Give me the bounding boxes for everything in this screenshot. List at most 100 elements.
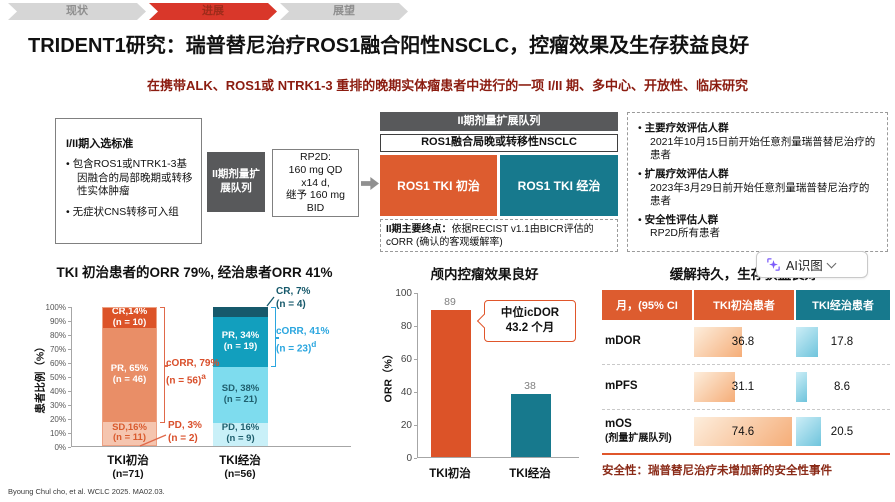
- y-tick-label: 20%: [49, 415, 66, 424]
- flow-population: ROS1融合局晚或转移性NSCLC: [380, 134, 618, 152]
- criteria-bullet: • 包含ROS1或NTRK1-3基因融合的局部晚期或转移性实体肿瘤: [66, 158, 193, 198]
- nav-step-jinzhan[interactable]: 进展: [149, 3, 277, 20]
- row-label: mPFS: [605, 380, 638, 393]
- bar-segment-sd: SD, 38% (n = 21): [213, 367, 268, 423]
- y-tick-mark: [414, 326, 417, 327]
- y-tick-mark: [68, 433, 71, 434]
- arm-tki-pretreated: ROS1 TKI 经治: [500, 155, 618, 216]
- criteria-title: I/II期入选标准: [66, 138, 134, 150]
- table-row: mOS (剂量扩展队列) 74.6 20.5: [602, 410, 890, 455]
- nav-step-zhanwang[interactable]: 展望: [280, 3, 408, 20]
- y-tick-label: 50%: [49, 373, 66, 382]
- intracranial-chart-title: 颅内控瘤效果良好: [430, 267, 539, 282]
- population-item: • 扩展疗效评估人群 2023年3月29日前开始任意剂量瑞普替尼治疗的患者: [638, 167, 870, 208]
- x-label-pretreated: TKI经治: [509, 468, 551, 480]
- y-tick-label: 40%: [49, 387, 66, 396]
- value-pretreated: 8.6: [834, 381, 850, 393]
- orr-stacked-chart: 患者比例（%） SD,16% (n = 11) PR, 65% (n = 46) CR,…: [20, 280, 370, 495]
- y-tick-label: 100: [395, 288, 412, 299]
- y-tick-label: 40: [400, 387, 412, 398]
- y-tick-mark: [68, 307, 71, 308]
- bar-segment-pd: PD, 16% (n = 9): [213, 422, 268, 446]
- value-bar-pretreated: [796, 417, 822, 446]
- y-tick-mark: [68, 335, 71, 336]
- cr-label-pretreated: CR, 7% (n = 4): [276, 286, 311, 310]
- value-pretreated: 17.8: [830, 336, 854, 348]
- header-tki-pretreated: TKI经治患者: [796, 290, 890, 320]
- orr-chart-title: TKI 初治患者的ORR 79%, 经治患者ORR 41%: [56, 265, 333, 280]
- survival-table: 月，(95% CI TKI初治患者 TKI经治患者 mDOR 36.8 17.8…: [602, 290, 890, 455]
- value-bar-naive: [694, 327, 743, 357]
- y-tick-label: 90%: [49, 317, 66, 326]
- arrow-right-icon: [361, 177, 379, 190]
- rp2d-dose-box: RP2D: 160 mg QD x14 d, 继予 160 mg BID: [272, 149, 359, 217]
- stacked-bar-pretreated: PD, 16% (n = 9) SD, 38% (n = 21) PR, 34% (n =…: [213, 307, 268, 446]
- plot-area: [417, 293, 579, 458]
- header-months: 月，(95% CI: [602, 290, 692, 320]
- y-axis-label: ORR（%）: [382, 348, 395, 403]
- y-tick-label: 80%: [49, 331, 66, 340]
- table-header: 月，(95% CI TKI初治患者 TKI经治患者: [602, 290, 890, 320]
- bar-segment-sd: SD,16% (n = 11): [103, 421, 156, 445]
- value-bar-pretreated: [796, 372, 807, 402]
- y-tick-mark: [68, 391, 71, 392]
- y-tick-mark: [414, 359, 417, 360]
- eligibility-criteria-box: I/II期入选标准 • 包含ROS1或NTRK1-3基因融合的局部晚期或转移性实…: [55, 118, 202, 244]
- ai-recognize-button[interactable]: AI识图: [756, 251, 868, 278]
- corr-label-naive: cORR, 79% (n = 56)a: [166, 358, 220, 386]
- plot-area: SD,16% (n = 11) PR, 65% (n = 46) CR,14% (n = …: [71, 307, 351, 447]
- pd-label-naive: PD, 3% (n = 2): [168, 420, 202, 444]
- phase2-cohort-box: II期剂量扩展队列: [207, 152, 265, 212]
- y-tick-mark: [414, 392, 417, 393]
- intracranial-bar-chart: ORR（%） 89 38 TKI初治 TKI经治 中位icDOR 43.2 个月…: [372, 280, 597, 500]
- y-tick-label: 80: [400, 321, 412, 332]
- icdor-callout: 中位icDOR 43.2 个月: [476, 300, 576, 342]
- primary-endpoint-box: II期主要终点：依据RECIST v1.1由BICR评估的cORR (确认的客观…: [380, 219, 618, 252]
- y-tick-mark: [68, 447, 71, 448]
- x-label-naive: TKI初治 (n=71): [107, 455, 149, 480]
- corr-bracket-pretreated: [271, 307, 279, 368]
- row-sublabel: (剂量扩展队列): [605, 432, 672, 444]
- y-tick-label: 70%: [49, 345, 66, 354]
- table-row: mDOR 36.8 17.8: [602, 320, 890, 365]
- bar-segment-pr: PR, 65% (n = 46): [103, 328, 156, 422]
- row-label: mDOR: [605, 335, 641, 348]
- criteria-bullet: • 无症状CNS转移可入组: [66, 205, 179, 218]
- value-pretreated: 20.5: [830, 425, 854, 438]
- bar-segment-pr: PR, 34% (n = 19): [213, 317, 268, 367]
- bar-value-pretreated: 38: [524, 380, 536, 393]
- value-naive: 31.1: [731, 381, 755, 393]
- nav-step-xianzhuang[interactable]: 现状: [8, 3, 146, 20]
- y-tick-mark: [414, 425, 417, 426]
- population-item: • 安全性评估人群 RP2D所有患者: [638, 213, 721, 240]
- bar-segment-cr: CR,14% (n = 10): [103, 308, 156, 329]
- bar-segment-cr: [213, 307, 268, 318]
- y-tick-mark: [68, 419, 71, 420]
- y-tick-mark: [68, 405, 71, 406]
- value-bar-naive: [694, 417, 792, 446]
- analysis-populations-box: • 主要疗效评估人群 2021年10月15日前开始任意剂量瑞普替尼治疗的患者 • …: [627, 112, 888, 252]
- y-tick-label: 60%: [49, 359, 66, 368]
- y-tick-label: 10%: [49, 429, 66, 438]
- y-tick-mark: [414, 458, 417, 459]
- table-row: mPFS 31.1 8.6: [602, 365, 890, 410]
- y-tick-label: 20: [400, 420, 412, 431]
- corr-bracket-naive: [160, 307, 168, 424]
- bar-tki-naive: [431, 310, 471, 457]
- y-tick-label: 30%: [49, 401, 66, 410]
- chevron-down-icon: [826, 258, 837, 268]
- bar-tki-pretreated: [511, 394, 551, 457]
- stacked-bar-naive: SD,16% (n = 11) PR, 65% (n = 46) CR,14% (n = …: [102, 307, 157, 446]
- arm-tki-naive: ROS1 TKI 初治: [380, 155, 497, 216]
- y-tick-label: 0: [406, 453, 412, 464]
- page-title: TRIDENT1研究：瑞普替尼治疗ROS1融合阳性NSCLC，控瘤效果及生存获益…: [28, 35, 750, 57]
- bar-value-naive: 89: [444, 296, 456, 309]
- value-naive: 36.8: [731, 336, 755, 348]
- header-tki-naive: TKI初治患者: [694, 290, 794, 320]
- y-tick-mark: [414, 293, 417, 294]
- flow-header: II期剂量扩展队列: [380, 112, 618, 131]
- y-tick-mark: [68, 321, 71, 322]
- safety-note: 安全性：瑞普替尼治疗未增加新的安全性事件: [602, 465, 832, 477]
- y-tick-label: 60: [400, 354, 412, 365]
- y-tick-mark: [68, 377, 71, 378]
